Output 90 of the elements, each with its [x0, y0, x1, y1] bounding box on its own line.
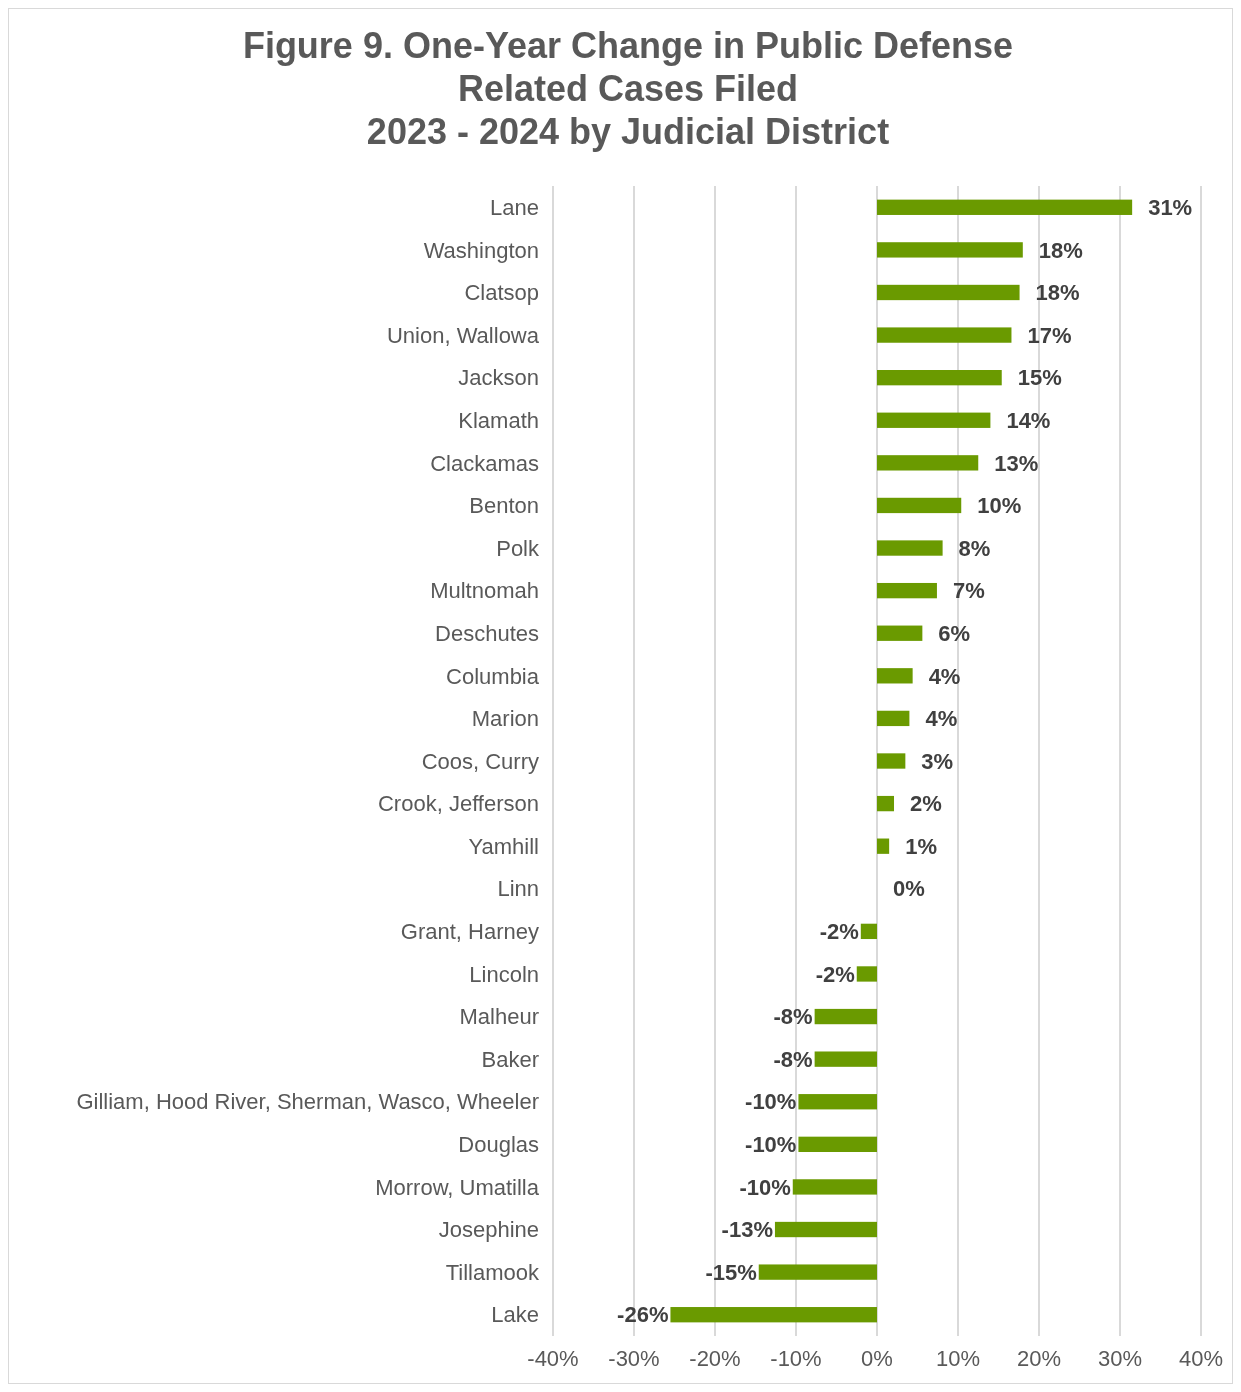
y-tick-label: Clatsop — [464, 280, 539, 306]
bar — [792, 1179, 877, 1195]
y-tick-label: Lincoln — [469, 961, 539, 987]
data-label: 0% — [893, 876, 925, 902]
x-tick-label: -40% — [527, 1346, 579, 1371]
y-tick-label: Lane — [490, 195, 539, 220]
y-tick-label: Multnomah — [430, 578, 539, 604]
bar — [814, 1051, 877, 1067]
bar — [814, 1008, 877, 1025]
data-label: -10% — [745, 1089, 797, 1115]
y-tick-label: Douglas — [458, 1132, 539, 1158]
data-label: 3% — [921, 748, 954, 774]
y-tick-label: Malheur — [459, 1004, 539, 1030]
x-tick-label: 10% — [935, 1346, 981, 1371]
data-label: -10% — [745, 1132, 797, 1158]
y-tick-label: Clackamas — [430, 450, 539, 476]
bar — [877, 370, 1002, 386]
data-label: 2% — [910, 791, 942, 817]
y-tick-label: Polk — [496, 535, 540, 561]
data-label: 1% — [905, 833, 937, 859]
data-label: -15% — [705, 1259, 757, 1285]
data-label: 4% — [925, 706, 958, 732]
data-label: 15% — [1017, 365, 1062, 391]
y-tick-label: Marion — [471, 706, 539, 732]
y-tick-label: Morrow, Umatilla — [375, 1174, 540, 1200]
bar — [877, 753, 906, 769]
data-label: 4% — [928, 663, 961, 689]
data-label: 7% — [952, 578, 985, 604]
data-label: 6% — [938, 620, 971, 646]
data-label: 13% — [994, 450, 1039, 476]
y-tick-label: Washington — [423, 237, 539, 263]
chart-title: Figure 9. One-Year Change in Public Defense Related Cases Filed 2023 - 2024 by Judicial District — [242, 25, 1014, 152]
y-tick-label: Grant, Harney — [400, 919, 539, 945]
x-tick-label: -20% — [689, 1346, 741, 1371]
bar — [877, 455, 979, 471]
x-tick-label: 40% — [1178, 1346, 1224, 1371]
y-tick-label: Lake — [491, 1302, 539, 1328]
bar — [877, 242, 1023, 258]
bar — [774, 1221, 877, 1238]
bar — [856, 966, 877, 982]
y-tick-label: Baker — [481, 1046, 539, 1072]
bar — [877, 710, 910, 727]
bar — [670, 1307, 877, 1323]
bar — [877, 582, 937, 599]
y-tick-label: Union, Wallowa — [386, 322, 540, 348]
y-tick-label: Benton — [469, 493, 539, 519]
data-label: 17% — [1027, 322, 1072, 348]
x-tick-label: 30% — [1097, 1346, 1143, 1371]
data-label: -26% — [617, 1302, 669, 1328]
data-label: -13% — [721, 1217, 773, 1243]
data-label: -10% — [739, 1174, 791, 1200]
bar — [877, 838, 890, 854]
y-tick-label: Tillamook — [445, 1259, 540, 1285]
data-label: 8% — [958, 535, 991, 561]
bar — [798, 1136, 877, 1152]
bar — [877, 327, 1012, 343]
y-tick-label: Jackson — [458, 365, 539, 391]
data-label: 18% — [1035, 280, 1080, 306]
y-tick-label: Klamath — [458, 407, 539, 433]
data-label: -2% — [815, 961, 855, 987]
data-label: 14% — [1006, 407, 1051, 433]
bar — [877, 412, 991, 428]
bar — [877, 199, 1133, 215]
bar — [798, 1094, 877, 1110]
y-tick-label: Yamhill — [468, 833, 539, 859]
data-label: -2% — [819, 919, 859, 945]
x-tick-label: -10% — [770, 1346, 822, 1371]
x-tick-label: 20% — [1016, 1346, 1062, 1371]
y-tick-label: Linn — [497, 876, 539, 902]
y-tick-label: Gilliam, Hood River, Sherman, Wasco, Wheeler — [76, 1089, 539, 1115]
bar — [877, 625, 923, 641]
data-label: 31% — [1148, 195, 1193, 220]
x-tick-label: -30% — [608, 1346, 660, 1371]
bar — [877, 284, 1020, 301]
bar — [758, 1264, 877, 1280]
y-tick-label: Coos, Curry — [421, 748, 539, 774]
bar — [877, 795, 895, 812]
bar — [877, 540, 943, 556]
data-label: -8% — [773, 1004, 813, 1030]
bar — [877, 497, 962, 514]
data-label: -8% — [773, 1046, 813, 1072]
data-label: 10% — [977, 493, 1022, 519]
y-tick-label: Columbia — [446, 663, 540, 689]
bar — [877, 668, 913, 684]
bar — [860, 923, 877, 940]
data-label: 18% — [1038, 237, 1083, 263]
y-tick-label: Deschutes — [435, 620, 539, 646]
y-tick-label: Crook, Jefferson — [377, 791, 539, 817]
y-tick-label: Josephine — [438, 1217, 539, 1243]
x-tick-label: 0% — [861, 1346, 893, 1371]
